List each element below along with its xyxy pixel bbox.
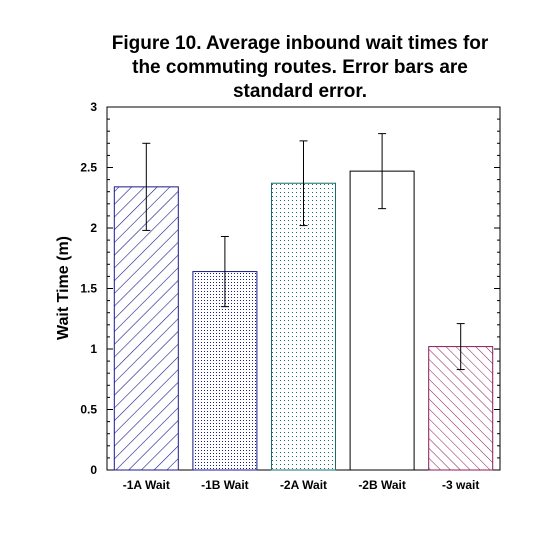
bar	[113, 186, 179, 471]
y-tick-label: 2	[90, 221, 97, 235]
y-tick-label: 0.5	[80, 403, 97, 417]
chart-title-line: Figure 10. Average inbound wait times fo…	[111, 33, 489, 54]
chart-title: Figure 10. Average inbound wait times fo…	[70, 32, 530, 104]
x-category-label: -3 wait	[442, 478, 479, 492]
x-category-label: -1A Wait	[123, 478, 170, 492]
y-tick-label: 1	[90, 342, 97, 356]
bar	[349, 170, 415, 471]
x-category-label: -2B Wait	[358, 478, 406, 492]
plot-area: 0 0.5 1 1.5 2 2.5 3 -1A Wait -1B Wait -2A Wait -2B…	[80, 100, 501, 492]
x-category-label: -2A Wait	[280, 478, 327, 492]
y-axis-label: Wait Time (m)	[55, 236, 72, 340]
chart-title-line: the commuting routes. Error bars are	[132, 57, 468, 78]
bar	[271, 182, 336, 471]
y-tick-label: 3	[90, 100, 97, 114]
y-tick-label: 0	[90, 463, 97, 477]
x-category-label: -1B Wait	[201, 478, 249, 492]
y-tick-label: 1.5	[80, 282, 97, 296]
chart-title-line: standard error.	[232, 81, 368, 102]
y-tick-label: 2.5	[80, 161, 97, 175]
